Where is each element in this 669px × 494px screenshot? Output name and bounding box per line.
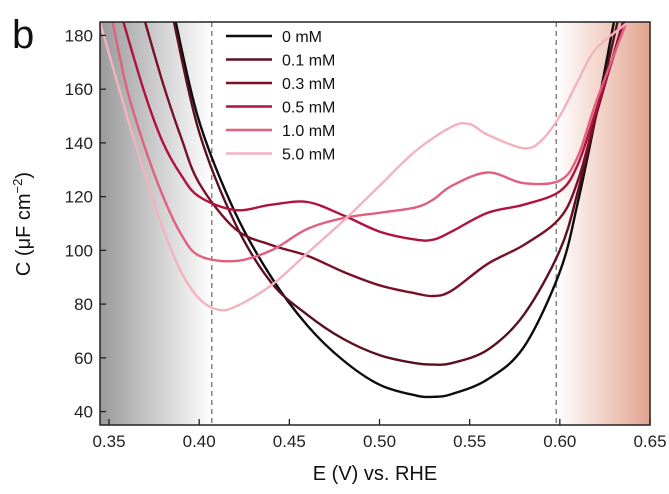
series-line-0 [174,22,616,399]
legend-label-4: 1.0 mM [282,123,335,140]
x-tick-label: 0.45 [273,432,306,451]
legend-label-3: 0.5 mM [282,100,335,117]
y-axis-title: C (μF cm−2) [10,172,35,276]
series-lines [100,22,630,399]
y-tick-label: 40 [74,403,93,422]
y-tick-label: 100 [65,241,93,260]
x-tick-label: 0.50 [363,432,396,451]
x-tick-label: 0.60 [543,432,576,451]
x-tick-label: 0.35 [92,432,125,451]
legend-label-1: 0.1 mM [282,53,335,70]
y-axis: 40 60 80 100 120 140 160 180 [65,26,106,422]
legend-label-5: 5.0 mM [282,147,335,164]
series-line-3 [122,22,626,242]
y-tick-label: 160 [65,80,93,99]
y-tick-label: 180 [65,26,93,45]
y-tick-label: 80 [74,295,93,314]
x-axis: 0.35 0.40 0.45 0.50 0.55 0.60 0.65 [92,419,667,451]
y-tick-label: 60 [74,349,93,368]
y-tick-label: 140 [65,134,93,153]
series-line-4 [111,22,628,263]
series-line-5 [100,22,630,312]
y-axis-title-sup: −2 [10,179,25,194]
x-tick-label: 0.65 [633,432,666,451]
panel-letter: b [12,13,34,57]
legend-label-0: 0 mM [282,29,322,46]
x-tick-label: 0.55 [453,432,486,451]
series-line-1 [172,22,619,367]
legend: 0 mM 0.1 mM 0.3 mM 0.5 mM 1.0 mM 5.0 mM [226,29,335,164]
legend-label-2: 0.3 mM [282,76,335,93]
series-line-2 [143,22,625,298]
x-tick-label: 0.40 [183,432,216,451]
x-axis-title: E (V) vs. RHE [313,463,437,485]
y-axis-title-end: ) [13,172,35,179]
y-tick-label: 120 [65,188,93,207]
plot-frame [99,21,651,426]
y-axis-title-main: C (μF cm [13,193,35,276]
